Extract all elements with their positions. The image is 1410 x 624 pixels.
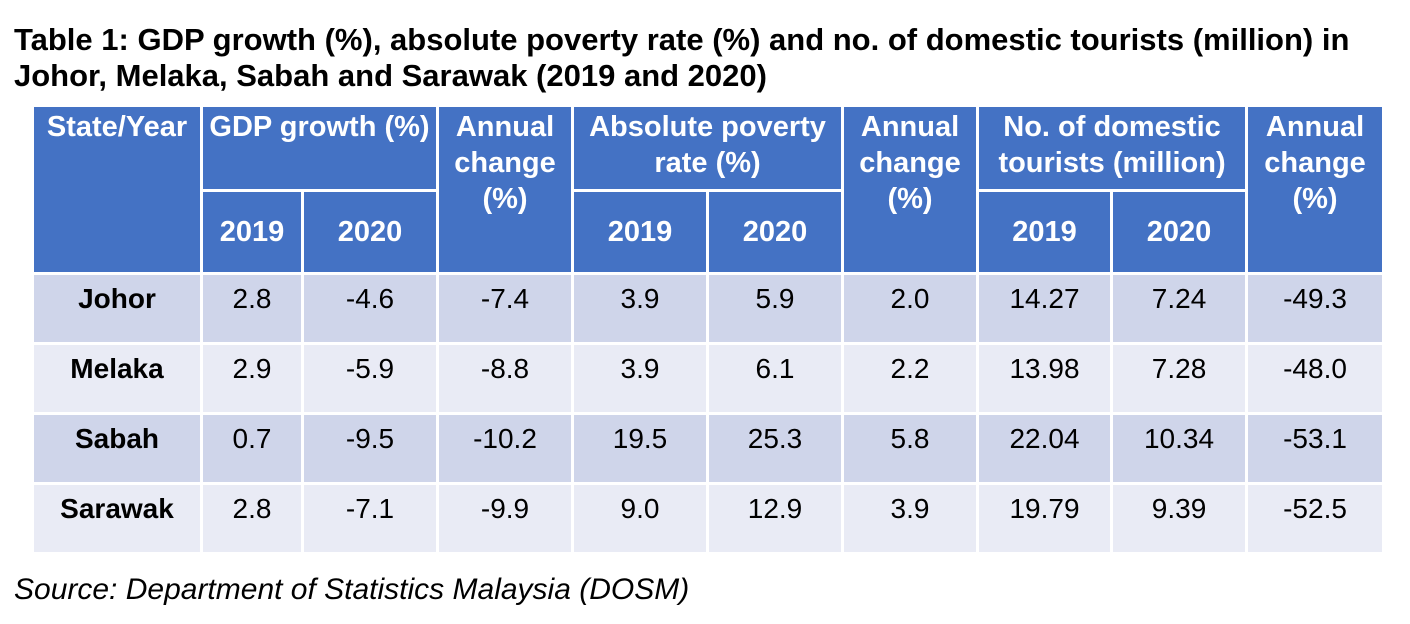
table-cell: -52.5: [1245, 482, 1386, 555]
source-note: Source: Department of Statistics Malaysi…: [14, 573, 690, 606]
table-cell: 5.9: [705, 272, 845, 345]
table-cell: -9.5: [301, 412, 439, 485]
table-cell: -48.0: [1245, 342, 1386, 415]
header-domestic-tourists: No. of domestic tourists (million): [976, 104, 1249, 192]
table-row: Sabah 0.7 -9.5 -10.2 19.5 25.3 5.8 22.04…: [31, 412, 1386, 485]
table-cell: 13.98: [976, 342, 1114, 415]
state-name: Melaka: [31, 342, 203, 415]
header-state-year: State/Year: [31, 104, 203, 275]
header-year: 2019: [200, 189, 304, 275]
table-row: Melaka 2.9 -5.9 -8.8 3.9 6.1 2.2 13.98 7…: [31, 342, 1386, 415]
table-cell: -7.1: [301, 482, 439, 555]
table-cell: 0.7: [200, 412, 304, 485]
table-cell: 3.9: [571, 342, 709, 415]
table-cell: 2.0: [841, 272, 980, 345]
table-cell: 25.3: [705, 412, 845, 485]
table-cell: -4.6: [301, 272, 439, 345]
table-cell: 22.04: [976, 412, 1114, 485]
header-year: 2020: [1110, 189, 1249, 275]
table-cell: 2.9: [200, 342, 304, 415]
table-row: Johor 2.8 -4.6 -7.4 3.9 5.9 2.0 14.27 7.…: [31, 272, 1386, 345]
table-cell: 2.8: [200, 482, 304, 555]
table-cell: 12.9: [705, 482, 845, 555]
table-cell: 19.79: [976, 482, 1114, 555]
state-name: Sarawak: [31, 482, 203, 555]
header-gdp-growth: GDP growth (%): [200, 104, 439, 192]
header-year: 2020: [705, 189, 845, 275]
header-poverty-rate: Absolute poverty rate (%): [570, 104, 845, 192]
table-cell: -5.9: [301, 342, 439, 415]
table-cell: -9.9: [436, 482, 574, 555]
table-cell: 2.8: [200, 272, 304, 345]
table-cell: -10.2: [436, 412, 574, 485]
table-cell: -49.3: [1245, 272, 1386, 345]
table-row: Sarawak 2.8 -7.1 -9.9 9.0 12.9 3.9 19.79…: [31, 482, 1386, 555]
header-annual-change-poverty: Annual change (%): [841, 104, 980, 275]
table-cell: 7.28: [1110, 342, 1249, 415]
table-cell: 9.39: [1110, 482, 1249, 555]
state-name: Sabah: [31, 412, 203, 485]
data-table: State/Year GDP growth (%) Annual change …: [31, 104, 1386, 555]
state-name: Johor: [31, 272, 203, 345]
table-cell: 3.9: [571, 272, 709, 345]
table-cell: 3.9: [841, 482, 980, 555]
header-annual-change-tourists: Annual change (%): [1245, 104, 1386, 275]
header-year: 2020: [301, 189, 439, 275]
table-cell: 5.8: [841, 412, 980, 485]
table-title: Table 1: GDP growth (%), absolute povert…: [14, 22, 1350, 93]
table-cell: 7.24: [1110, 272, 1249, 345]
table-cell: 14.27: [976, 272, 1114, 345]
header-year: 2019: [571, 189, 709, 275]
header-row-groups: State/Year GDP growth (%) Annual change …: [31, 104, 1386, 275]
table-cell: -53.1: [1245, 412, 1386, 485]
header-year: 2019: [976, 189, 1114, 275]
table-cell: -7.4: [436, 272, 574, 345]
table-cell: 19.5: [571, 412, 709, 485]
table-cell: 2.2: [841, 342, 980, 415]
header-annual-change-gdp: Annual change (%): [436, 104, 574, 275]
table-cell: 10.34: [1110, 412, 1249, 485]
table-cell: 6.1: [705, 342, 845, 415]
table-cell: -8.8: [436, 342, 574, 415]
header-row-years: 2019 2020 2019 2020 2019 2020: [33, 189, 1384, 275]
table-cell: 9.0: [571, 482, 709, 555]
